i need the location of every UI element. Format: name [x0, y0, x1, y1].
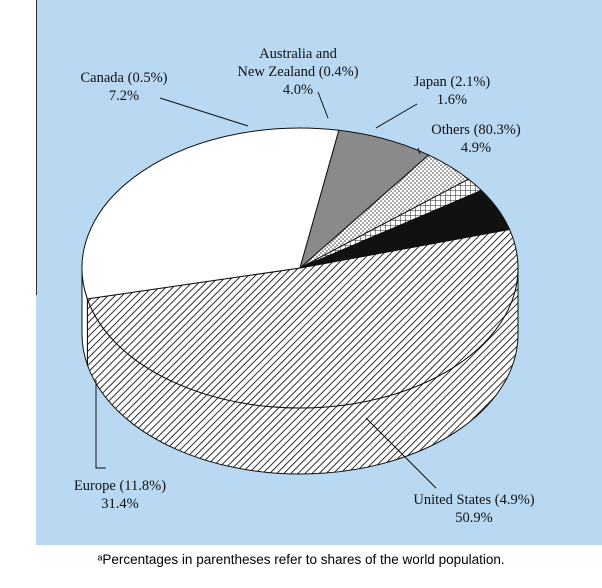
leader-line-united-states: [365, 417, 437, 489]
panel-border-left: [36, 0, 37, 295]
leader-line-europe: [95, 380, 106, 469]
label-canada: Canada (0.5%) 7.2%: [81, 70, 168, 104]
slice-united-states: [86, 228, 519, 409]
slice-canada: [299, 129, 430, 269]
pie-chart: Canada (0.5%) 7.2% Australia and New Zeala…: [74, 46, 535, 526]
label-europe: Europe (11.8%) 31.4%: [74, 478, 166, 512]
leader-line-japan: [375, 103, 418, 129]
value-others: 4.9%: [461, 140, 491, 156]
value-australia: 4.0%: [283, 82, 313, 98]
label-australia: Australia and New Zealand (0.4%) 4.0%: [237, 46, 358, 98]
leader-line-others: [417, 147, 421, 155]
value-japan: 1.6%: [437, 92, 467, 108]
leader-lines: [95, 91, 437, 489]
slice-europe: [81, 127, 340, 300]
leader-line-australia: [317, 91, 329, 119]
label-japan: Japan (2.1%) 1.6%: [414, 74, 491, 108]
leader-line-canada: [159, 97, 249, 127]
slice-others: [299, 189, 511, 269]
value-united-states: 50.9%: [455, 510, 492, 526]
pie-slices: [81, 127, 519, 409]
label-united-states: United States (4.9%) 50.9%: [413, 492, 534, 526]
value-canada: 7.2%: [109, 88, 139, 104]
label-others: Others (80.3%) 4.9%: [431, 122, 521, 156]
value-europe: 31.4%: [101, 496, 138, 512]
footnote: ᵃPercentages in parentheses refer to sha…: [97, 552, 505, 567]
